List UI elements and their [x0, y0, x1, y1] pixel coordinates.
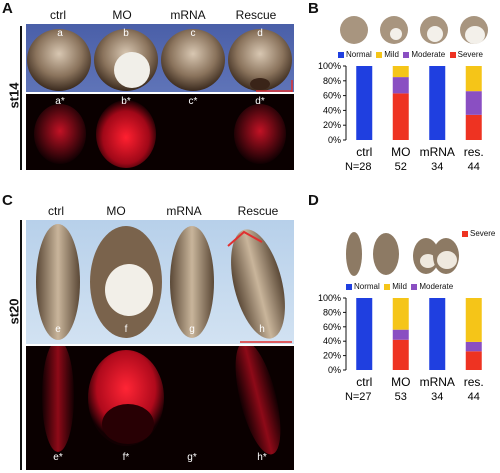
- y-tick-label: 60%: [323, 91, 341, 101]
- stacked-bar-chart-b: 0% 20% 40% 60% 80% 100% ctrl N=28 MO 52 mRNA 34 res.…: [318, 61, 484, 173]
- x-tick-label: MO: [391, 145, 410, 159]
- col-header-mo: MO: [112, 8, 132, 22]
- embryo-label-d: d: [257, 28, 263, 39]
- bar-segment-moderate: [465, 341, 482, 352]
- embryo-label-c: c: [190, 28, 196, 39]
- bar-segment-mild: [465, 298, 482, 342]
- y-tick-label: 60%: [323, 322, 341, 332]
- legend-item-moderate: Moderate: [403, 50, 445, 59]
- embryo-label-a-star: a*: [55, 96, 65, 107]
- embryo-label-f-star: f*: [122, 452, 130, 463]
- embryo-photo-panel-a-top: a b c d: [26, 24, 294, 92]
- legend-d: Normal Mild Moderate: [346, 282, 500, 291]
- y-tick-label: 40%: [323, 105, 341, 115]
- y-tick-label: 20%: [323, 120, 341, 130]
- legend-severe-d: Severe: [462, 229, 495, 238]
- bar-segment-normal: [356, 66, 373, 140]
- embryo-photo-panel-c-top: e f g h: [26, 220, 294, 344]
- thumb-row-d: [346, 232, 459, 276]
- n-label: 44: [468, 391, 480, 403]
- legend-item-mild: Mild: [376, 50, 399, 59]
- x-tick-label: ctrl: [356, 375, 372, 389]
- bar-segment-moderate: [392, 77, 409, 94]
- col-header-rescue: Rescue: [235, 8, 277, 22]
- bar-segment-moderate: [465, 91, 482, 115]
- n-label: 44: [468, 161, 480, 173]
- panel-label-c: C: [2, 192, 13, 209]
- y-tick-label: 0%: [328, 135, 341, 145]
- embryo-label-c-star: c*: [188, 96, 198, 107]
- embryo-label-h-star: h*: [257, 452, 267, 463]
- embryo-label-e-star: e*: [53, 452, 63, 463]
- n-label: 52: [395, 161, 407, 173]
- embryo-label-b: b: [123, 28, 129, 39]
- y-tick-label: 80%: [323, 307, 341, 317]
- n-label: 34: [431, 391, 443, 403]
- y-tick-label: 80%: [323, 76, 341, 86]
- x-tick-label: res.: [464, 375, 484, 389]
- thumb-row-b: [340, 16, 488, 44]
- embryo-label-h: h: [259, 324, 265, 335]
- embryo-label-b-star: b*: [121, 96, 131, 107]
- fluorescence-panel-c-bottom: e* f* g* h*: [26, 346, 294, 470]
- bar-segment-normal: [356, 298, 373, 370]
- stacked-bar-chart-d: 0% 20% 40% 60% 80% 100% ctrl N=27 MO 53 mRNA 34 res.…: [318, 293, 484, 403]
- legend-item-normal-d: Normal: [346, 282, 380, 291]
- bar-segment-normal: [429, 298, 446, 370]
- bar-segment-severe: [465, 351, 482, 370]
- col-header-ctrl-c: ctrl: [48, 204, 64, 218]
- bar-segment-severe: [392, 93, 409, 140]
- legend-item-moderate-d: Moderate: [411, 282, 453, 291]
- embryo-label-e: e: [55, 324, 61, 335]
- embryo-label-g-star: g*: [187, 452, 197, 463]
- bar-segment-severe: [392, 339, 409, 370]
- stage-bracket-c: [20, 220, 22, 470]
- panel-label-d: D: [308, 192, 319, 209]
- fluorescence-panel-a-bottom: a* b* c* d*: [26, 94, 294, 170]
- y-tick-label: 20%: [323, 351, 341, 361]
- bar-segment-mild: [465, 66, 482, 92]
- x-tick-label: MO: [391, 375, 410, 389]
- n-label: 34: [431, 161, 443, 173]
- n-label: N=28: [345, 161, 372, 173]
- col-header-mo-c: MO: [106, 204, 126, 218]
- y-tick-label: 40%: [323, 336, 341, 346]
- col-header-mrna-c: mRNA: [166, 204, 202, 218]
- bar-segment-moderate: [392, 329, 409, 340]
- y-tick-label: 100%: [318, 293, 341, 303]
- embryo-label-d-star: d*: [255, 96, 265, 107]
- panel-label-b: B: [308, 0, 319, 17]
- y-tick-label: 0%: [328, 365, 341, 375]
- y-tick-label: 100%: [318, 61, 341, 71]
- n-label: 53: [395, 391, 407, 403]
- legend-item-severe: Severe: [449, 50, 483, 59]
- x-tick-label: mRNA: [420, 145, 455, 159]
- legend-b: Normal Mild Moderate Severe: [338, 50, 498, 59]
- x-tick-label: ctrl: [356, 145, 372, 159]
- col-header-rescue-c: Rescue: [237, 204, 279, 218]
- bar-segment-mild: [392, 298, 409, 330]
- bar-segment-severe: [465, 114, 482, 140]
- x-tick-label: mRNA: [420, 375, 455, 389]
- embryo-label-f: f: [124, 324, 128, 335]
- x-tick-label: res.: [464, 145, 484, 159]
- stage-bracket: [20, 26, 22, 170]
- col-header-ctrl: ctrl: [50, 8, 66, 22]
- bar-segment-mild: [392, 66, 409, 78]
- bar-segment-normal: [429, 66, 446, 140]
- embryo-label-g: g: [189, 324, 195, 335]
- embryo-label-a: a: [57, 28, 63, 39]
- col-header-mrna: mRNA: [170, 8, 206, 22]
- panel-label-a: A: [2, 0, 13, 17]
- legend-item-mild-d: Mild: [384, 282, 407, 291]
- n-label: N=27: [345, 391, 372, 403]
- legend-item-normal: Normal: [338, 50, 372, 59]
